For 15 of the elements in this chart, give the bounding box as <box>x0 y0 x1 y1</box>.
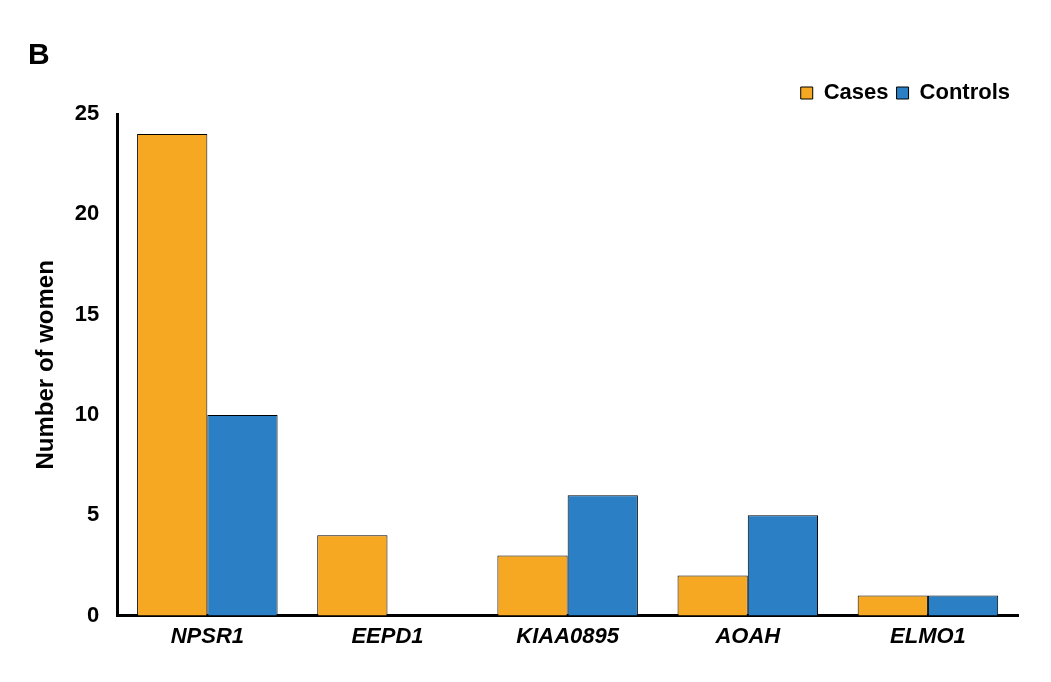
x-tick-label: ELMO1 <box>890 622 966 648</box>
y-tick-label: 10 <box>74 401 100 427</box>
y-tick-label: 5 <box>87 501 100 527</box>
legend-label: Cases <box>823 79 889 105</box>
x-tick-label: EEPD1 <box>351 622 424 648</box>
chart-title: B <box>28 37 50 71</box>
y-tick-label: 20 <box>74 200 100 226</box>
y-tick-label: 25 <box>74 100 100 126</box>
legend-label: Controls <box>919 79 1011 105</box>
y-tick-label: 15 <box>74 300 100 326</box>
x-tick-label: AOAH <box>714 622 782 648</box>
x-tick-label: NPSR1 <box>170 622 245 648</box>
y-tick-label: 0 <box>87 601 100 627</box>
y-axis-title: Number of women <box>31 260 59 470</box>
x-tick-label: KIAA0895 <box>516 622 620 648</box>
